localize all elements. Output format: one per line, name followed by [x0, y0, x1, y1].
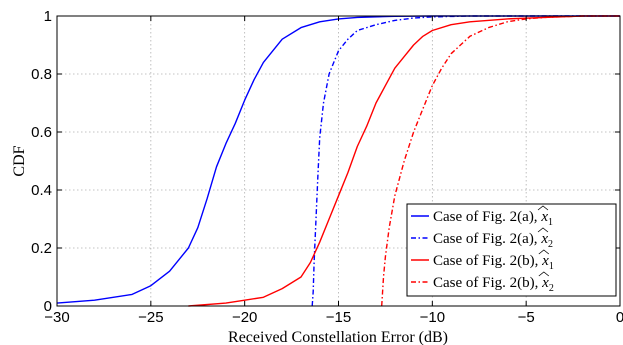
y-tick-label: 0	[44, 298, 52, 315]
x-tick-label: −5	[518, 309, 535, 326]
y-tick-label: 1	[44, 8, 52, 25]
y-tick-label: 0.8	[31, 66, 52, 83]
hat-accent	[537, 227, 549, 233]
legend-entry-label: Case of Fig. 2(a), x1	[433, 209, 553, 228]
series-line-1	[56, 15, 620, 304]
y-tick-label: 0.6	[31, 124, 52, 141]
hat-accent	[538, 249, 550, 255]
y-tick-label: 0.4	[31, 182, 52, 199]
x-tick-label: −30	[44, 309, 69, 326]
legend-box	[406, 203, 617, 297]
legend-entry-label: Case of Fig. 2(b), x2	[433, 275, 554, 294]
y-tick-label: 0.2	[31, 240, 52, 257]
x-tick-label: −20	[232, 309, 257, 326]
series-line-3	[188, 15, 620, 307]
legend-entry-label: Case of Fig. 2(b), x1	[433, 253, 554, 272]
x-axis-label: Received Constellation Error (dB)	[228, 329, 448, 345]
hat-accent	[538, 271, 550, 277]
x-tick-label: −10	[420, 309, 445, 326]
y-axis-label: CDF	[11, 145, 28, 176]
series-line-2	[311, 15, 620, 307]
x-tick-label: −15	[326, 309, 351, 326]
x-tick-label: 0	[616, 309, 623, 326]
axis-ticks: −30 −25 −20 −15 −10 −5 0 0 0.2 0.4 0.6 0.8 1	[31, 8, 623, 326]
legend-entry-label: Case of Fig. 2(a), x2	[433, 231, 553, 250]
x-tick-label: −25	[138, 309, 163, 326]
legend: Case of Fig. 2(a), x1 Case of Fig. 2(a), …	[406, 203, 617, 297]
hat-accent	[537, 205, 549, 211]
